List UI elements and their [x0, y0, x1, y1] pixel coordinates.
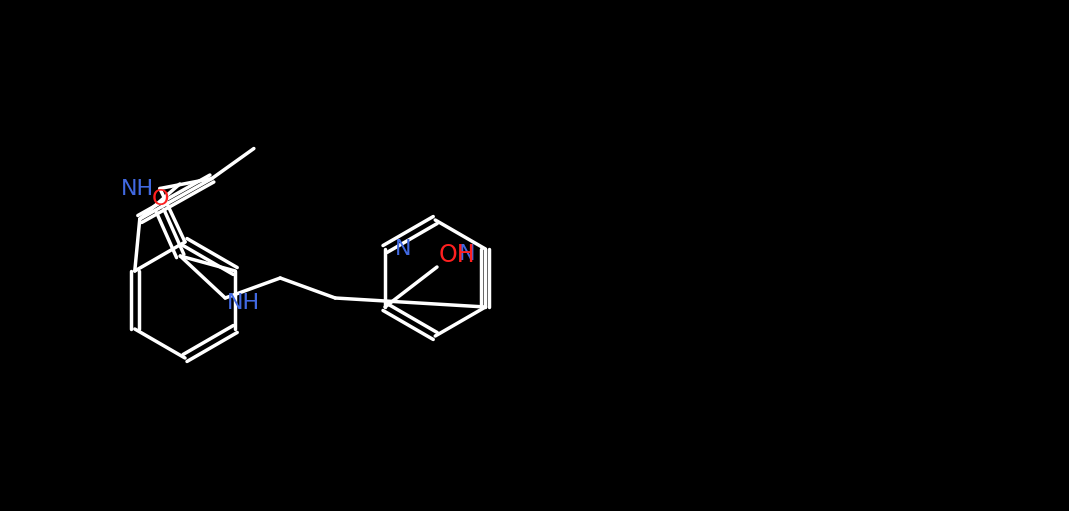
Text: NH: NH [227, 293, 260, 313]
Text: NH: NH [121, 178, 154, 198]
Text: N: N [394, 239, 412, 259]
Text: O: O [152, 189, 169, 209]
Text: N: N [460, 244, 476, 264]
Text: OH: OH [438, 243, 476, 267]
